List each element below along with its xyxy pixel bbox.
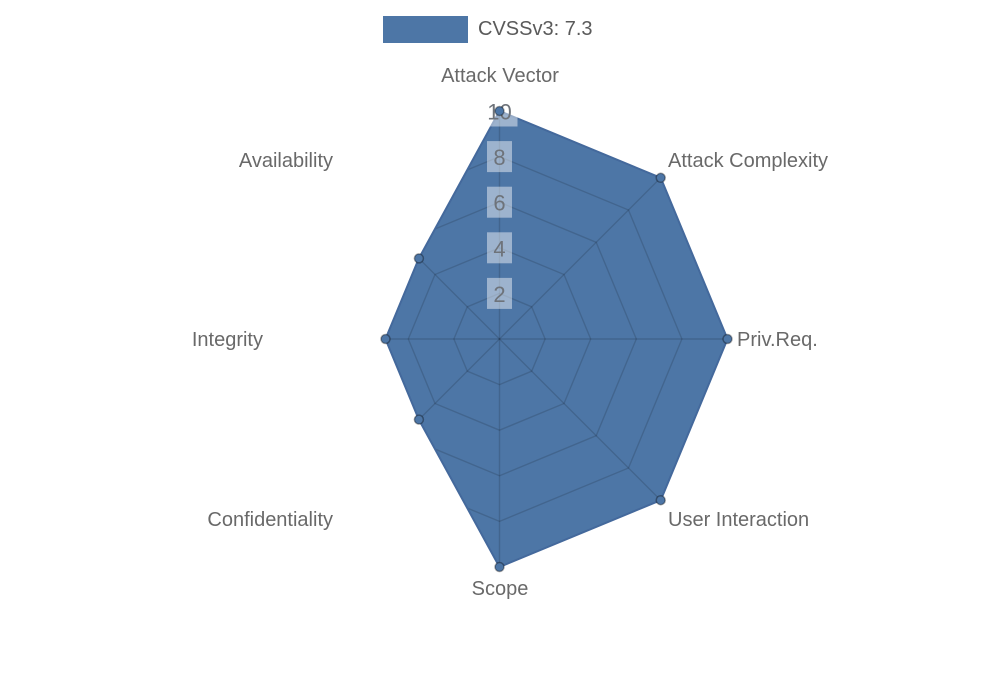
tick-backdrop (487, 141, 512, 173)
data-point (380, 333, 391, 345)
grid-ring (453, 292, 546, 386)
axis-label-attack-vector: Attack Vector (441, 65, 559, 87)
axis-label-confidentiality: Confidentiality (207, 509, 333, 531)
data-point (494, 105, 505, 117)
axis-label-attack-complexity: Attack Complexity (668, 150, 828, 172)
data-point (494, 561, 505, 573)
axis-label-scope: Scope (472, 578, 529, 600)
tick-backdrop (487, 277, 512, 309)
tick-label: 8 (493, 145, 505, 170)
data-point (722, 333, 733, 345)
data-point (413, 253, 425, 264)
tick-label: 6 (493, 191, 505, 216)
tick-backdrop (487, 232, 512, 264)
grid-ring (407, 247, 592, 431)
legend-swatch (383, 16, 468, 43)
legend-label: CVSSv3: 7.3 (478, 18, 593, 40)
grid-spoke (499, 177, 662, 340)
data-point (655, 172, 666, 184)
legend: CVSSv3: 7.3 (383, 16, 593, 43)
data-point (413, 414, 425, 425)
axis-label-availability: Availability (239, 150, 333, 172)
data-polygon-fill (385, 111, 728, 567)
grid-spoke (499, 338, 662, 501)
axis-label-user-interaction: User Interaction (668, 509, 809, 531)
axis-label-priv-req: Priv.Req. (737, 329, 818, 351)
tick-backdrop (487, 186, 512, 218)
data-point (655, 494, 666, 506)
tick-label: 2 (493, 282, 505, 307)
tick-label: 4 (493, 236, 505, 261)
grid-ring (385, 155, 683, 523)
axis-label-integrity: Integrity (192, 329, 263, 351)
